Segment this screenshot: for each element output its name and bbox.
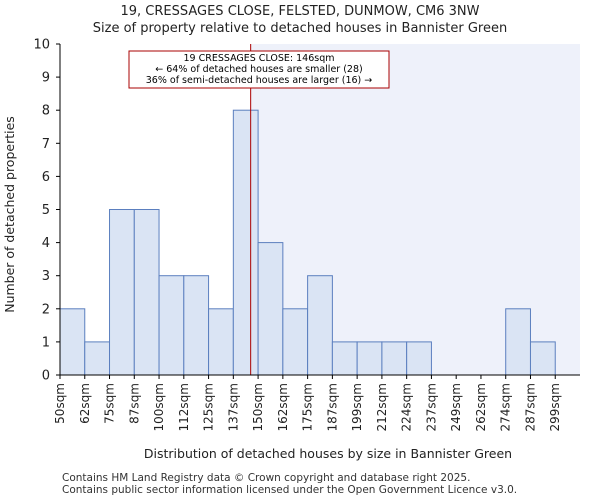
y-tick-label: 5 (42, 203, 50, 218)
x-tick-label: 162sqm (276, 383, 290, 431)
y-tick-label: 1 (42, 335, 50, 350)
annotation-box (128, 50, 390, 89)
bar-75sqm (109, 209, 135, 376)
x-axis-title: Distribution of detached houses by size … (144, 446, 512, 461)
x-tick-label: 224sqm (400, 383, 414, 431)
bar-274sqm (505, 308, 531, 376)
chart-subtitle: Size of property relative to detached ho… (92, 21, 508, 36)
bar-199sqm (356, 341, 383, 376)
footer-copyright: Contains HM Land Registry data © Crown c… (62, 472, 471, 484)
x-tick-label: 262sqm (474, 383, 488, 431)
y-tick-label: 6 (42, 170, 50, 185)
bar-175sqm (307, 275, 333, 376)
x-tick-label: 287sqm (523, 383, 537, 431)
x-tick-label: 112sqm (177, 383, 191, 431)
x-tick-label: 237sqm (424, 383, 438, 431)
bar-62sqm (84, 341, 111, 376)
y-tick-label: 0 (42, 369, 50, 384)
x-tick-label: 175sqm (301, 383, 315, 431)
x-tick-label: 75sqm (103, 383, 117, 424)
bar-162sqm (282, 308, 309, 376)
annotation-smaller: ← 64% of detached houses are smaller (28… (155, 64, 362, 75)
y-tick-label: 7 (42, 137, 50, 152)
x-tick-label: 150sqm (251, 383, 265, 431)
bar-212sqm (381, 341, 408, 376)
x-tick-label: 199sqm (350, 383, 364, 431)
bar-187sqm (331, 341, 358, 376)
bar-112sqm (183, 275, 210, 376)
footer-licence: Contains public sector information licen… (62, 484, 518, 496)
y-tick-label: 4 (42, 236, 50, 251)
x-tick-label: 299sqm (548, 383, 562, 431)
bar-224sqm (406, 341, 432, 376)
bar-50sqm (59, 308, 86, 376)
x-tick-label: 100sqm (152, 383, 166, 431)
y-tick-label: 9 (42, 71, 50, 86)
annotation-title: 19 CRESSAGES CLOSE: 146sqm (183, 53, 334, 64)
x-tick-label: 274sqm (499, 383, 513, 431)
y-tick-label: 10 (33, 38, 50, 53)
y-tick-label: 8 (42, 104, 50, 119)
bar-287sqm (529, 341, 556, 376)
bar-87sqm (133, 209, 160, 376)
y-tick-label: 2 (42, 302, 50, 317)
x-tick-label: 249sqm (449, 383, 463, 431)
y-axis-title: Number of detached properties (2, 116, 17, 313)
annotation-larger: 36% of semi-detached houses are larger (… (146, 75, 373, 86)
bar-150sqm (257, 242, 284, 376)
bar-100sqm (158, 275, 185, 376)
x-tick-label: 137sqm (226, 383, 240, 431)
x-tick-label: 125sqm (202, 383, 216, 431)
bar-137sqm (232, 109, 259, 376)
histogram-chart: 0 1 2 3 4 5 6 7 8 9 10 50sqm 62sqm 75sqm 87sqm 100sqm 11… (2, 38, 580, 461)
bar-125sqm (208, 308, 234, 376)
x-tick-label: 62sqm (78, 383, 92, 424)
x-tick-label: 187sqm (325, 383, 339, 431)
x-tick-label: 50sqm (53, 383, 67, 424)
y-tick-label: 3 (42, 269, 50, 284)
x-tick-label: 212sqm (375, 383, 389, 431)
chart-title: 19, CRESSAGES CLOSE, FELSTED, DUNMOW, CM… (120, 4, 480, 19)
x-tick-label: 87sqm (127, 383, 141, 424)
